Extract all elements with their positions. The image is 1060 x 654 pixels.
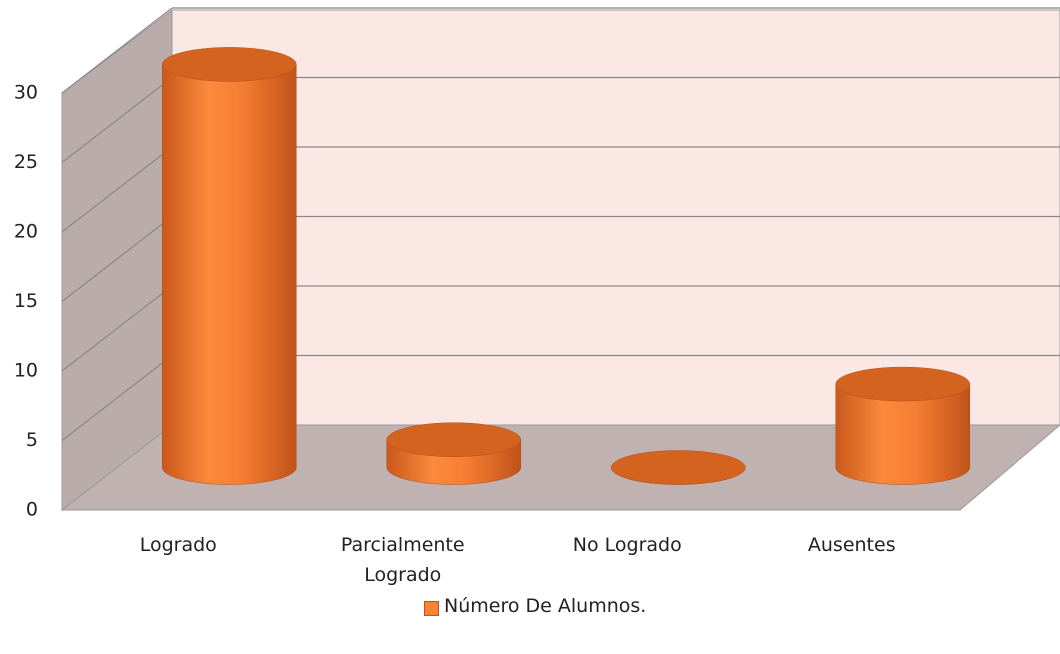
- bar: [835, 383, 970, 485]
- x-tick-label: Logrado: [139, 534, 217, 556]
- y-tick-label: 30: [14, 82, 38, 104]
- bar-top: [386, 422, 521, 457]
- bar-top: [611, 450, 746, 485]
- bar: [162, 64, 297, 485]
- grid-line: [61, 7, 173, 94]
- legend-label: Número De Alumnos.: [444, 595, 647, 617]
- y-tick-label: 10: [14, 360, 38, 382]
- bar-top: [162, 47, 297, 82]
- bar-top: [835, 366, 970, 402]
- back-wall: [171, 9, 1060, 426]
- grid-line: [61, 77, 173, 163]
- x-tick-label: No Logrado: [572, 534, 682, 556]
- x-tick-label: Ausentes: [807, 534, 896, 556]
- y-tick-label: 5: [26, 429, 38, 451]
- legend-swatch: [424, 601, 439, 616]
- floor: [60, 424, 1060, 511]
- grid-line: [61, 285, 173, 372]
- y-tick-label: 20: [14, 221, 38, 243]
- y-tick-label: 15: [14, 290, 38, 312]
- side-wall: [61, 8, 173, 512]
- grid-line: [61, 216, 173, 302]
- grid-line: [61, 146, 173, 233]
- y-tick-label: 25: [14, 151, 38, 173]
- y-tick-label: 0: [26, 499, 38, 521]
- x-tick-label: Parcialmente Logrado: [340, 534, 465, 586]
- grid-line: [61, 355, 173, 441]
